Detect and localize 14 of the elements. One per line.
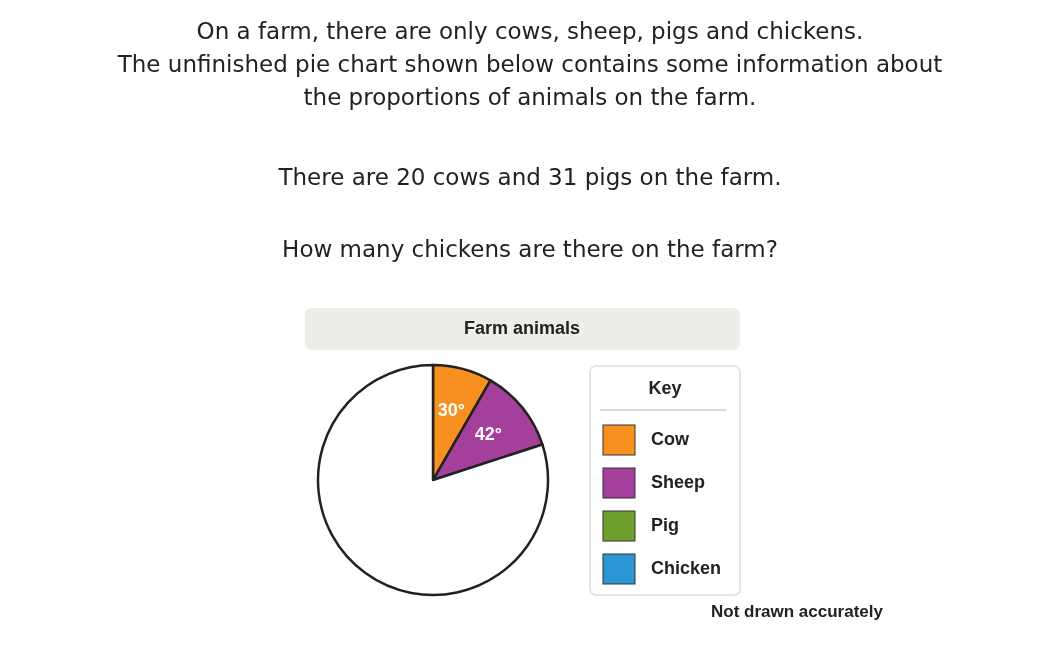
legend-label: Pig: [651, 514, 680, 535]
legend-title: Key: [648, 377, 682, 398]
text: How many chickens are there on the farm?: [282, 235, 778, 262]
text: The unfinished pie chart shown below contains some information about: [116, 50, 943, 77]
chart-title: Farm animals: [463, 317, 581, 338]
text: Not drawn accurately: [711, 602, 884, 622]
legend-label: Chicken: [651, 557, 722, 578]
text: On a farm, there are only cows, sheep, pigs and chickens.: [196, 17, 864, 44]
text: the proportions of animals on the farm.: [303, 83, 757, 110]
legend-label: Cow: [651, 428, 690, 449]
legend-label: Sheep: [651, 471, 706, 492]
data-label: 30°: [437, 399, 466, 420]
text: There are 20 cows and 31 pigs on the farm.: [277, 163, 782, 190]
data-label: 42°: [474, 423, 503, 444]
